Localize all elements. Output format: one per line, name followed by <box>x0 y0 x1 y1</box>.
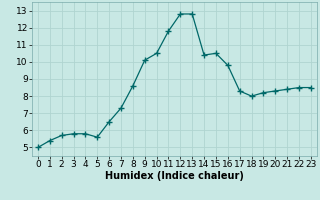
X-axis label: Humidex (Indice chaleur): Humidex (Indice chaleur) <box>105 171 244 181</box>
